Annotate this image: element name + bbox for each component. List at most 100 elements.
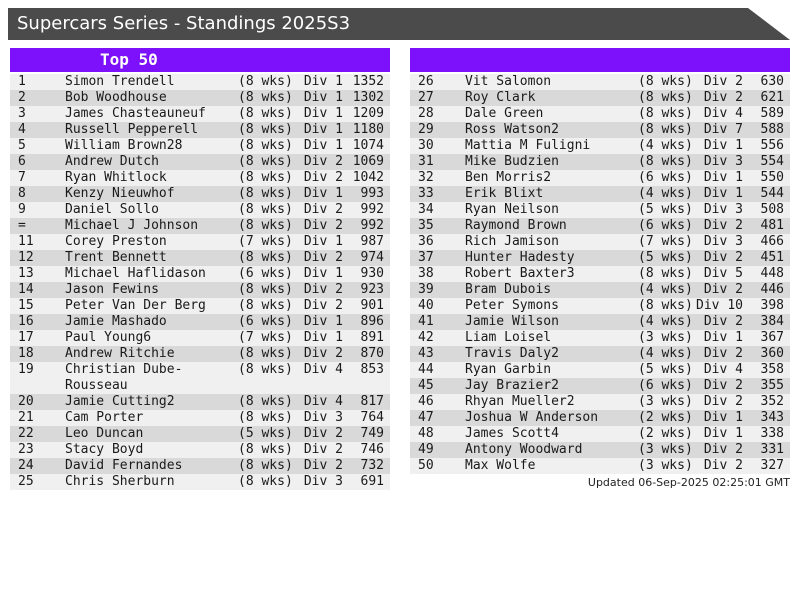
division-cell: Div 2	[303, 250, 343, 265]
weeks-cell: (8 wks)	[638, 266, 693, 281]
points-cell: 327	[760, 458, 784, 473]
weeks-cell: (6 wks)	[238, 314, 293, 329]
points-cell: 930	[360, 266, 384, 281]
driver-name-cell: Ryan Garbin	[465, 362, 552, 377]
driver-name-cell: Antony Woodward	[465, 442, 583, 457]
panel-header-label	[410, 50, 500, 69]
table-row: 21 Cam Porter (8 wks) Div 3 764	[10, 410, 390, 426]
rank-cell: 1	[18, 74, 26, 89]
points-cell: 974	[360, 250, 384, 265]
weeks-cell: (6 wks)	[638, 378, 693, 393]
points-cell: 992	[360, 202, 384, 217]
driver-name-cell: Jamie Wilson	[465, 314, 559, 329]
table-row: 38 Robert Baxter3 (8 wks) Div 5 448	[410, 266, 790, 282]
panel-header-right	[410, 48, 790, 72]
division-cell: Div 2	[303, 154, 343, 169]
table-row: 11 Corey Preston (7 wks) Div 1 987	[10, 234, 390, 250]
driver-name-cell: Jay Brazier2	[465, 378, 559, 393]
division-cell: Div 2	[703, 346, 743, 361]
points-cell: 448	[760, 266, 784, 281]
points-cell: 508	[760, 202, 784, 217]
points-cell: 367	[760, 330, 784, 345]
table-row: 8 Kenzy Nieuwhof (8 wks) Div 1 993	[10, 186, 390, 202]
division-cell: Div 2	[303, 458, 343, 473]
division-cell: Div 2	[303, 202, 343, 217]
rank-cell: 47	[418, 410, 434, 425]
panel-header-label: Top 50	[100, 50, 158, 69]
weeks-cell: (8 wks)	[638, 74, 693, 89]
rank-cell: 5	[18, 138, 26, 153]
table-row: 5 William Brown28 (8 wks) Div 1 1074	[10, 138, 390, 154]
rank-cell: 24	[18, 458, 34, 473]
points-cell: 853	[360, 362, 384, 377]
rank-cell: 35	[418, 218, 434, 233]
division-cell: Div 1	[303, 138, 343, 153]
driver-name-cell: Ben Morris2	[465, 170, 552, 185]
weeks-cell: (8 wks)	[238, 250, 293, 265]
standings-rows-right: 26 Vit Salomon (8 wks) Div 2 630 27 Roy Clark (…	[410, 74, 790, 474]
weeks-cell: (3 wks)	[638, 394, 693, 409]
driver-name-cell: Christian Dube-Rousseau	[65, 362, 183, 393]
table-row: 40 Peter Symons (8 wks) Div 10 398	[410, 298, 790, 314]
table-row: 47 Joshua W Anderson (2 wks) Div 1 343	[410, 410, 790, 426]
weeks-cell: (8 wks)	[638, 90, 693, 105]
rank-cell: 13	[18, 266, 34, 281]
points-cell: 746	[360, 442, 384, 457]
points-cell: 550	[760, 170, 784, 185]
points-cell: 1042	[352, 170, 384, 185]
division-cell: Div 2	[703, 442, 743, 457]
division-cell: Div 1	[303, 90, 343, 105]
rank-cell: 12	[18, 250, 34, 265]
points-cell: 343	[760, 410, 784, 425]
points-cell: 993	[360, 186, 384, 201]
table-row: = Michael J Johnson (8 wks) Div 2 992	[10, 218, 390, 234]
rank-cell: 25	[18, 474, 34, 489]
division-cell: Div 2	[303, 426, 343, 441]
weeks-cell: (2 wks)	[638, 410, 693, 425]
weeks-cell: (5 wks)	[638, 250, 693, 265]
points-cell: 891	[360, 330, 384, 345]
points-cell: 446	[760, 282, 784, 297]
table-row: 37 Hunter Hadesty (5 wks) Div 2 451	[410, 250, 790, 266]
weeks-cell: (8 wks)	[238, 106, 293, 121]
rank-cell: 23	[18, 442, 34, 457]
rank-cell: 7	[18, 170, 26, 185]
driver-name-cell: Bram Dubois	[465, 282, 552, 297]
table-row: 48 James Scott4 (2 wks) Div 1 338	[410, 426, 790, 442]
division-cell: Div 1	[303, 186, 343, 201]
weeks-cell: (3 wks)	[638, 442, 693, 457]
updated-timestamp: Updated 06-Sep-2025 02:25:01 GMT	[587, 476, 790, 489]
weeks-cell: (8 wks)	[238, 90, 293, 105]
driver-name-cell: Raymond Brown	[465, 218, 567, 233]
table-row: 46 Rhyan Mueller2 (3 wks) Div 2 352	[410, 394, 790, 410]
table-row: 25 Chris Sherburn (8 wks) Div 3 691	[10, 474, 390, 490]
table-row: 32 Ben Morris2 (6 wks) Div 1 550	[410, 170, 790, 186]
division-cell: Div 2	[703, 74, 743, 89]
points-cell: 481	[760, 218, 784, 233]
points-cell: 923	[360, 282, 384, 297]
division-cell: Div 4	[303, 394, 343, 409]
panel-header-left: Top 50	[10, 48, 390, 72]
division-cell: Div 4	[303, 362, 343, 377]
division-cell: Div 1	[303, 314, 343, 329]
division-cell: Div 1	[703, 330, 743, 345]
division-cell: Div 3	[703, 202, 743, 217]
weeks-cell: (4 wks)	[638, 186, 693, 201]
rank-cell: 27	[418, 90, 434, 105]
driver-name-cell: Jason Fewins	[65, 282, 159, 297]
rank-cell: 16	[18, 314, 34, 329]
division-cell: Div 2	[303, 442, 343, 457]
standings-rows-left: 1 Simon Trendell (8 wks) Div 1 1352 2 Bob Wood…	[10, 74, 390, 490]
driver-name-cell: Peter Symons	[465, 298, 559, 313]
division-cell: Div 1	[703, 186, 743, 201]
rank-cell: =	[18, 218, 26, 233]
division-cell: Div 1	[303, 122, 343, 137]
weeks-cell: (7 wks)	[238, 234, 293, 249]
points-cell: 749	[360, 426, 384, 441]
driver-name-cell: Travis Daly2	[465, 346, 559, 361]
points-cell: 732	[360, 458, 384, 473]
table-row: 19 Christian Dube-Rousseau (8 wks) Div 4 853	[10, 362, 390, 394]
points-cell: 384	[760, 314, 784, 329]
driver-name-cell: Hunter Hadesty	[465, 250, 575, 265]
